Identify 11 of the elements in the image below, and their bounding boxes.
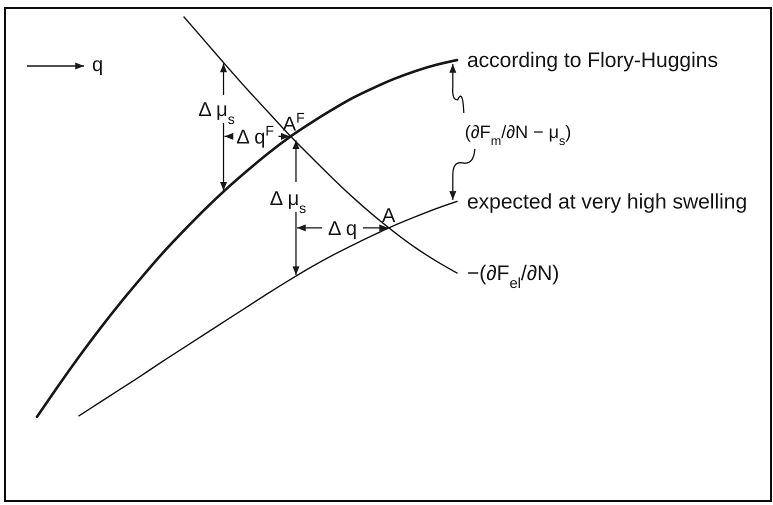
- annotation: Δ q$^{F}$: [236, 122, 274, 148]
- x-axis-title: q: [92, 54, 104, 76]
- annotation: (∂F$_{m}$/∂N − μ$_{s}$): [464, 122, 572, 148]
- annotation: Δ q: [328, 218, 357, 240]
- series-label: according to Flory-Huggins: [467, 49, 718, 72]
- annotation: Δ μ$_{s}$: [198, 99, 235, 128]
- series-label: expected at very high swelling: [467, 190, 748, 214]
- annotation: A: [382, 204, 396, 227]
- annotation: A$^{F}$: [282, 109, 305, 136]
- series-label: −(∂F$_{el}$/∂N): [467, 262, 560, 292]
- annotation: Δ μ$_{s}$: [270, 188, 306, 216]
